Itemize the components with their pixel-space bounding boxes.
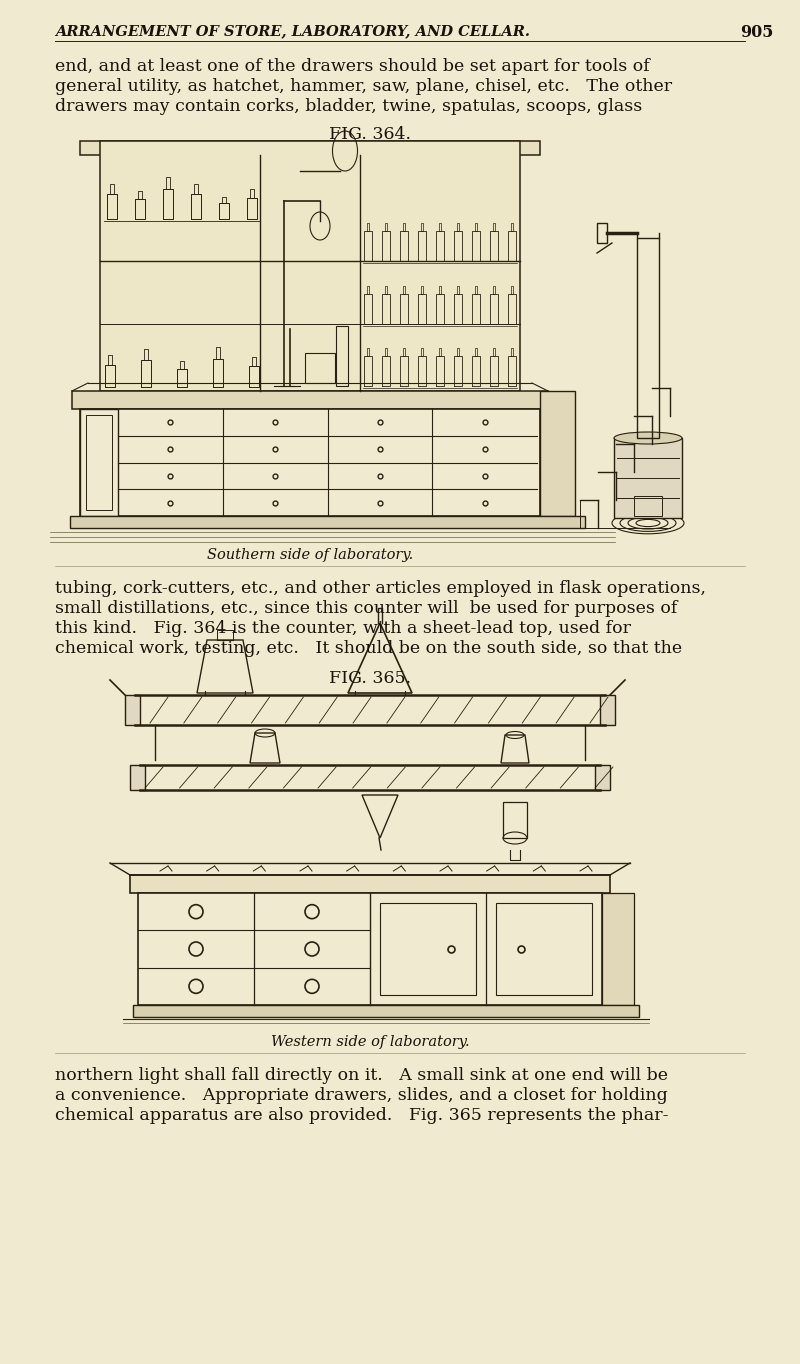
Text: tubing, cork-cutters, etc., and other articles employed in flask operations,: tubing, cork-cutters, etc., and other ar…	[55, 580, 706, 597]
Bar	[80, 409, 540, 516]
Text: general utility, as hatchet, hammer, saw, plane, chisel, etc.   The other: general utility, as hatchet, hammer, saw…	[55, 78, 672, 95]
Bar	[138, 893, 602, 1005]
Text: drawers may contain corks, bladder, twine, spatulas, scoops, glass: drawers may contain corks, bladder, twin…	[55, 98, 642, 115]
Text: a convenience.   Appropriate drawers, slides, and a closet for holding: a convenience. Appropriate drawers, slid…	[55, 1087, 668, 1103]
Bar	[305, 353, 335, 383]
Bar	[540, 391, 575, 516]
Text: FIG. 365.: FIG. 365.	[329, 670, 411, 687]
Bar	[637, 237, 659, 438]
Bar	[634, 496, 662, 516]
Text: this kind.   Fig. 364 is the counter, with a sheet-lead top, used for: this kind. Fig. 364 is the counter, with…	[55, 621, 631, 637]
Text: small distillations, etc., since this counter will  be used for purposes of: small distillations, etc., since this co…	[55, 600, 678, 617]
Bar	[602, 893, 634, 1005]
Bar	[336, 326, 349, 386]
Bar	[80, 409, 118, 516]
Text: end, and at least one of the drawers should be set apart for tools of: end, and at least one of the drawers sho…	[55, 59, 650, 75]
Bar	[86, 415, 112, 510]
Bar	[80, 140, 540, 155]
Bar	[100, 140, 520, 391]
Bar	[380, 903, 476, 994]
Text: 905: 905	[740, 25, 774, 41]
Bar	[595, 765, 610, 790]
Bar	[72, 391, 548, 409]
Text: northern light shall fall directly on it.   A small sink at one end will be: northern light shall fall directly on it…	[55, 1067, 668, 1084]
Text: Western side of laboratory.: Western side of laboratory.	[270, 1035, 470, 1049]
Text: Southern side of laboratory.: Southern side of laboratory.	[207, 548, 413, 562]
Text: FIG. 364.: FIG. 364.	[329, 125, 411, 143]
Bar	[70, 516, 585, 528]
Bar	[503, 802, 527, 837]
Bar	[130, 765, 145, 790]
Bar	[133, 1005, 639, 1018]
Ellipse shape	[614, 432, 682, 445]
Bar	[125, 696, 140, 726]
Text: chemical apparatus are also provided.   Fig. 365 represents the phar-: chemical apparatus are also provided. Fi…	[55, 1108, 669, 1124]
Bar	[496, 903, 592, 994]
Bar	[614, 438, 682, 518]
Bar	[597, 222, 607, 243]
Bar	[600, 696, 615, 726]
Text: ARRANGEMENT OF STORE, LABORATORY, AND CELLAR.: ARRANGEMENT OF STORE, LABORATORY, AND CE…	[55, 25, 530, 38]
Bar	[130, 874, 610, 893]
Text: chemical work, testing, etc.   It should be on the south side, so that the: chemical work, testing, etc. It should b…	[55, 640, 682, 657]
